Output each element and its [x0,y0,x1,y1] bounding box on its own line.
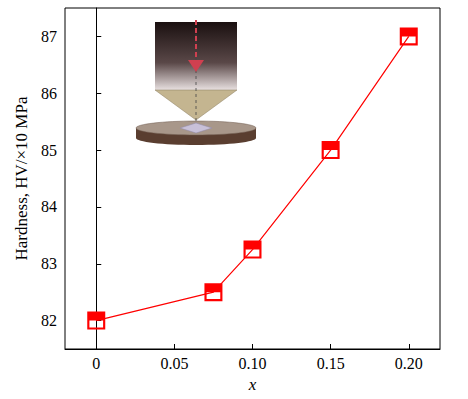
svg-text:0.10: 0.10 [239,355,267,372]
svg-text:0.20: 0.20 [395,355,423,372]
svg-text:Hardness, HV/×10 MPa: Hardness, HV/×10 MPa [12,96,31,260]
svg-text:0.15: 0.15 [317,355,345,372]
svg-text:86: 86 [41,85,57,102]
svg-text:87: 87 [41,28,57,45]
svg-text:0.05: 0.05 [160,355,188,372]
svg-text:x: x [248,375,257,394]
svg-text:82: 82 [41,312,57,329]
svg-text:0: 0 [92,355,100,372]
svg-text:83: 83 [41,255,57,272]
svg-text:84: 84 [41,198,57,215]
svg-text:85: 85 [41,142,57,159]
